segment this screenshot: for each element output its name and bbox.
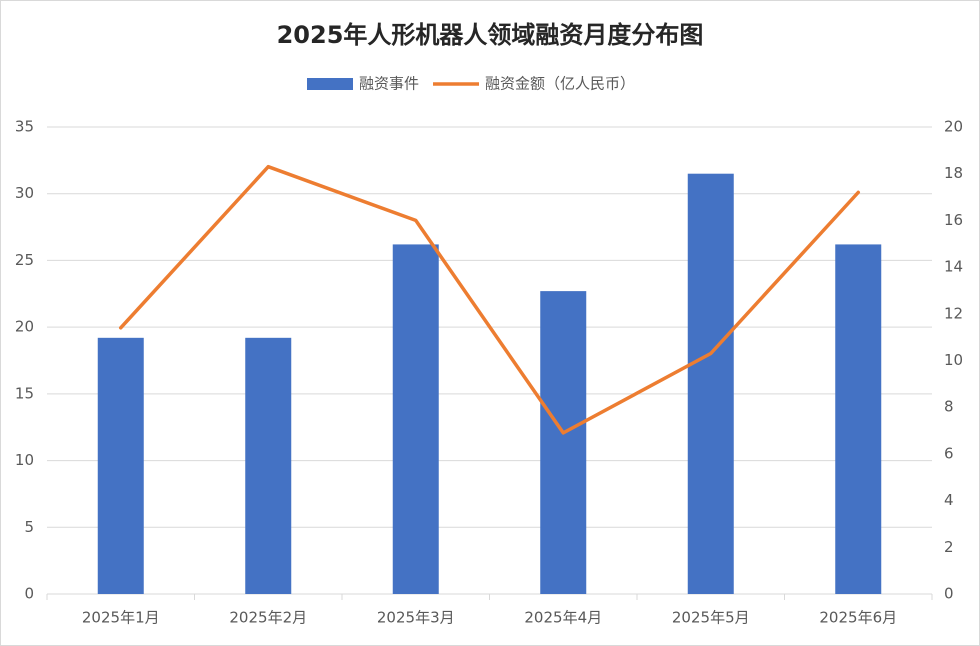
legend-label: 融资金额（亿人民币）	[485, 75, 635, 93]
x-tick-label: 2025年1月	[82, 609, 160, 627]
x-tick-label: 2025年2月	[229, 609, 307, 627]
y-tick-label: 25	[15, 251, 34, 269]
y2-tick-label: 14	[944, 258, 963, 276]
bar	[540, 291, 587, 594]
x-tick-label: 2025年4月	[524, 609, 602, 627]
y2-tick-label: 16	[944, 211, 963, 229]
y-tick-label: 15	[15, 384, 34, 402]
y-tick-label: 10	[15, 451, 34, 469]
x-tick-label: 2025年3月	[377, 609, 455, 627]
x-tick-label: 2025年5月	[672, 609, 750, 627]
bar	[245, 337, 292, 594]
y2-tick-label: 4	[944, 491, 954, 509]
bar	[97, 337, 144, 594]
x-tick-label: 2025年6月	[819, 609, 897, 627]
y2-tick-label: 2	[944, 538, 954, 556]
legend-swatch	[307, 78, 353, 90]
y-tick-label: 5	[24, 518, 34, 536]
chart-title: 2025年人形机器人领域融资月度分布图	[277, 21, 704, 49]
y2-tick-label: 0	[944, 585, 954, 603]
y2-tick-label: 10	[944, 351, 963, 369]
y2-tick-label: 12	[944, 304, 963, 322]
y2-tick-label: 8	[944, 398, 954, 416]
line	[119, 164, 860, 435]
y-tick-label: 35	[15, 118, 34, 136]
y-tick-label: 30	[15, 184, 34, 202]
y-tick-label: 0	[24, 585, 34, 603]
y2-tick-label: 18	[944, 164, 963, 182]
legend-label: 融资事件	[359, 75, 419, 93]
bar	[835, 244, 882, 594]
bar	[687, 173, 734, 594]
y-tick-label: 20	[15, 318, 34, 336]
y2-tick-label: 6	[944, 444, 954, 462]
bar	[392, 244, 439, 594]
y2-tick-label: 20	[944, 118, 963, 136]
